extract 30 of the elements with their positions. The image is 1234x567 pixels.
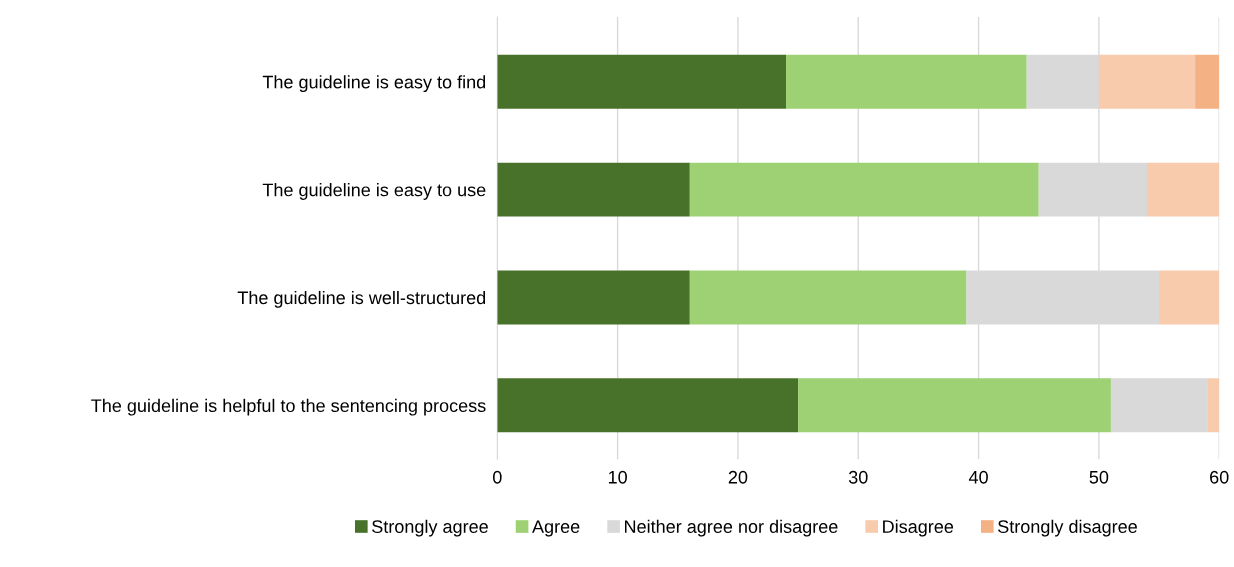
- bar: [1110, 378, 1208, 433]
- y-tick-label: The guideline is well-structured: [237, 290, 486, 308]
- bar: [689, 270, 967, 325]
- x-tick-label: 0: [492, 470, 502, 484]
- bar: [1159, 270, 1220, 325]
- x-tick-label: 50: [1089, 470, 1109, 484]
- legend-label: Neither agree nor disagree: [625, 519, 838, 537]
- bar: [1147, 162, 1220, 217]
- y-tick-label: The guideline is easy to use: [262, 183, 486, 200]
- bar: [786, 54, 1027, 109]
- bar: [689, 162, 1039, 217]
- bar: [1195, 54, 1220, 109]
- bar: [1207, 378, 1220, 433]
- x-tick-label: 40: [968, 470, 988, 484]
- legend-label: Disagree: [883, 519, 954, 537]
- y-tick-label: The guideline is easy to find: [262, 75, 486, 93]
- y-tick-label: The guideline is helpful to the sentencing process: [91, 398, 486, 416]
- legend-label: Strongly disagree: [998, 519, 1137, 537]
- bar: [497, 378, 799, 433]
- x-tick-label: 60: [1210, 470, 1229, 484]
- x-tick-label: 20: [728, 470, 748, 484]
- x-tick-label: 30: [848, 470, 868, 484]
- bar: [1098, 54, 1196, 109]
- legend-label: Strongly agree: [372, 519, 488, 537]
- x-tick-label: 10: [608, 470, 627, 484]
- legend-label: Agree: [532, 520, 580, 537]
- bar: [497, 54, 787, 109]
- bar: [497, 270, 690, 325]
- bar: [798, 378, 1111, 433]
- bar: [497, 162, 690, 217]
